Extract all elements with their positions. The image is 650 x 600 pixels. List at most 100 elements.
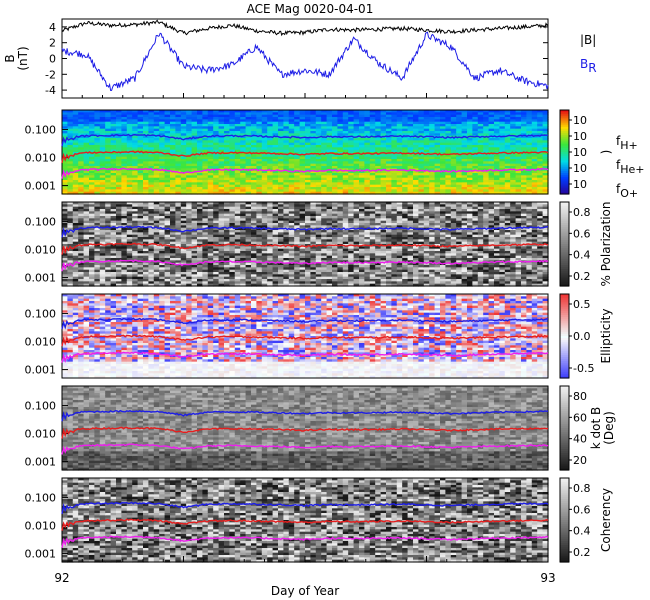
gyrofrequency-line-o (61, 351, 549, 363)
colorbar-label: k dot B (589, 407, 603, 449)
polarization-colorbar: 0.8 0.6 0.4 0.2 % Polarization (559, 201, 613, 287)
y-tick-label: -4 (45, 84, 56, 97)
colorbar-label: % Polarization (599, 202, 613, 287)
colorbar-tick-label: 10 (573, 130, 587, 143)
panels: 420-2-4B (nT)0.1000.0100.0011010101010)0.… (3, 18, 616, 563)
colorbar-tick-label: -0.5 (573, 362, 594, 375)
colorbar-tick-label: 10 (573, 178, 587, 191)
y-tick-label: 0.010 (25, 336, 57, 349)
legend-radial-sub: R (588, 61, 596, 75)
colorbar-label: Coherency (599, 488, 613, 552)
gyrofrequency-line-o (61, 259, 549, 272)
legend-gyro-main: f (616, 134, 621, 148)
gyrofrequency-line-he (61, 334, 549, 347)
colorbar-label-unit: (Deg) (602, 411, 616, 445)
coherency-colorbar: 0.8 0.6 0.4 0.2 Coherency (559, 477, 613, 563)
legend-gyro-main: f (616, 182, 621, 196)
x-tick-label-start: 92 (54, 571, 69, 585)
colorbar-tick-label: 0.8 (573, 482, 591, 495)
wave-normal-angle-colorbar: 80 60 40 20k dot B (Deg) (559, 385, 616, 471)
wave-normal-angle-panel: 0.100 0.010 0.001 80 60 40 20k dot B (Deg) (25, 385, 616, 471)
y-axis-label: B (3, 54, 17, 62)
colorbar-tick-label: 0.2 (573, 270, 591, 283)
legend-radial-field: BR (580, 57, 597, 75)
gyrofrequency-line-h (61, 409, 548, 422)
x-tick-label-end: 93 (540, 571, 555, 585)
colorbar-tick-label: 60 (573, 411, 587, 424)
gyrofrequency-line-h (61, 225, 549, 238)
y-tick-label: 0.100 (25, 400, 57, 413)
chart-title: ACE Mag 0020-04-01 (247, 2, 374, 16)
legend-gyrofrequency: fO+ (616, 182, 638, 200)
legend-gyrofrequency: fH+ (616, 134, 638, 152)
gyrofrequency-line-h (61, 317, 549, 330)
colorbar-frame (559, 385, 570, 471)
y-tick-label: -2 (45, 68, 56, 81)
colorbar-frame (559, 477, 570, 563)
y-tick-label: 2 (49, 37, 56, 50)
colorbar-tick-label: 0.4 (573, 525, 591, 538)
magnetic-field-panel: 4 2 0 -2 -4 B (nT) (3, 18, 549, 99)
colorbar-tick-label: 0.8 (573, 206, 591, 219)
gyrofrequency-line-o (61, 535, 549, 548)
colorbar-tick-label: 0.2 (573, 546, 591, 559)
colorbar-tick-label: 0.4 (573, 249, 591, 262)
gyrofrequency-line-h (61, 501, 549, 515)
gyrofrequency-line-he (61, 150, 549, 164)
legend-radial-main: B (580, 57, 588, 71)
gyrofrequency-line-h (61, 133, 549, 147)
legend-gyro-sub: O+ (620, 187, 638, 200)
polarization-panel: 0.100 0.010 0.001 0.8 0.6 0.4 0.2 % Polarizatio… (25, 201, 613, 287)
series-line-radial-field (61, 31, 549, 92)
y-tick-label: 0.010 (25, 152, 57, 165)
colorbar-tick-label: 10 (573, 162, 587, 175)
gyrofrequency-line-he (61, 426, 549, 439)
y-tick-label: 0.001 (25, 272, 57, 285)
legend-gyro-sub: H+ (620, 139, 638, 152)
coherency-panel: 0.100 0.010 0.001 0.8 0.6 0.4 0.2 Coherency (25, 477, 613, 563)
colorbar-tick-label: 0.5 (573, 298, 591, 311)
series-line-total-field (61, 19, 549, 37)
y-tick-label: 0.001 (25, 364, 57, 377)
gyrofrequency-line-o (61, 443, 549, 455)
y-axis-unit: (nT) (16, 46, 30, 70)
y-tick-label: 0.100 (25, 308, 57, 321)
colorbar-tick-label: 0.6 (573, 503, 591, 516)
y-tick-label: 0.001 (25, 548, 57, 561)
power-panel: 0.100 0.010 0.001 10 10 10 10 10) (25, 109, 613, 195)
colorbar-tick-label: 20 (573, 454, 587, 467)
y-tick-label: 4 (49, 21, 56, 34)
y-tick-label: 0.010 (25, 428, 57, 441)
ellipticity-colorbar: 0.5 0.0 -0.5 Ellipticity (559, 293, 613, 379)
y-tick-label: 0.100 (25, 216, 57, 229)
legend-gyrofrequency: fHe+ (616, 158, 645, 176)
colorbar-frame (559, 201, 570, 287)
colorbar-tick-label: 0.0 (573, 330, 591, 343)
wave-normal-angle-frame (61, 385, 549, 471)
y-tick-label: 0.010 (25, 244, 57, 257)
colorbar-label: ) (599, 150, 613, 155)
y-tick-label: 0.001 (25, 456, 57, 469)
ellipticity-panel: 0.100 0.010 0.001 0.5 0.0 -0.5 Ellipticity (25, 293, 613, 379)
legend-gyro-sub: He+ (620, 163, 644, 176)
gyrofrequency-line-o (61, 167, 549, 179)
colorbar-tick-label: 10 (573, 146, 587, 159)
gyrofrequency-line-he (61, 242, 549, 255)
power-colorbar: 10 10 10 10 10) (559, 109, 613, 195)
y-tick-label: 0 (49, 53, 56, 66)
x-axis-label: Day of Year (271, 584, 339, 598)
legend-gyro-main: f (616, 158, 621, 172)
colorbar-tick-label: 40 (573, 433, 587, 446)
y-tick-label: 0.001 (25, 180, 57, 193)
legend-total-field: |B| (580, 33, 596, 47)
colorbar-label: Ellipticity (599, 309, 613, 364)
colorbar-tick-label: 0.6 (573, 227, 591, 240)
y-tick-label: 0.100 (25, 124, 57, 137)
gyrofrequency-line-he (61, 518, 549, 531)
colorbar-tick-label: 10 (573, 114, 587, 127)
colorbar-tick-label: 80 (573, 390, 587, 403)
y-tick-label: 0.010 (25, 520, 57, 533)
y-tick-label: 0.100 (25, 492, 57, 505)
